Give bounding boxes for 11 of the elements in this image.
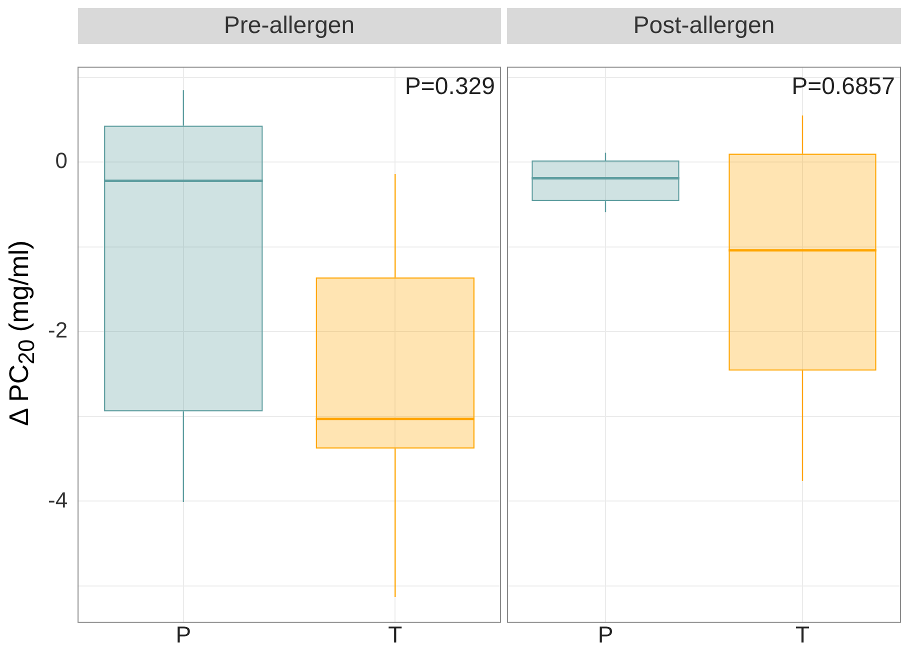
y-tick-label: 0 [55, 148, 68, 174]
annotation: P=0.329 [404, 72, 495, 100]
y-tick-label: -2 [48, 318, 68, 343]
x-tick-label: P [598, 622, 614, 648]
x-tick-label: T [388, 622, 402, 648]
x-tick-label: T [795, 622, 810, 648]
y-tick-label: -4 [48, 487, 68, 512]
annotation: P=0.6857 [792, 72, 895, 100]
x-tick-label: P [176, 622, 192, 648]
chart-title: Post-allergen [507, 8, 901, 44]
chart-title: Pre-allergen [78, 8, 501, 44]
